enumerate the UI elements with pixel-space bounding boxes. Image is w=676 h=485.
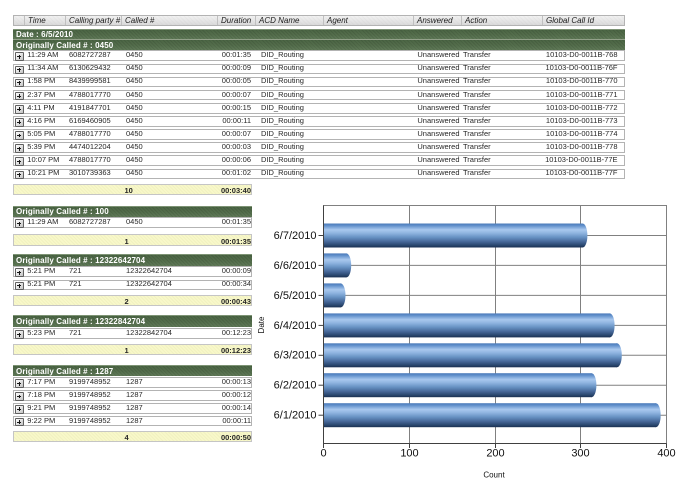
svg-text:6/7/2010: 6/7/2010 [274, 230, 317, 242]
svg-text:Date: Date [257, 316, 266, 333]
svg-text:6/6/2010: 6/6/2010 [274, 260, 317, 272]
svg-text:6/4/2010: 6/4/2010 [274, 320, 317, 332]
svg-text:6/1/2010: 6/1/2010 [274, 410, 317, 422]
svg-text:6/3/2010: 6/3/2010 [274, 350, 317, 362]
svg-text:Count: Count [483, 471, 505, 480]
svg-text:100: 100 [400, 448, 418, 460]
svg-text:6/2/2010: 6/2/2010 [274, 380, 317, 392]
svg-text:6/5/2010: 6/5/2010 [274, 290, 317, 302]
svg-text:200: 200 [486, 448, 504, 460]
svg-text:400: 400 [657, 448, 675, 460]
svg-text:300: 300 [571, 448, 589, 460]
svg-text:0: 0 [320, 448, 326, 460]
